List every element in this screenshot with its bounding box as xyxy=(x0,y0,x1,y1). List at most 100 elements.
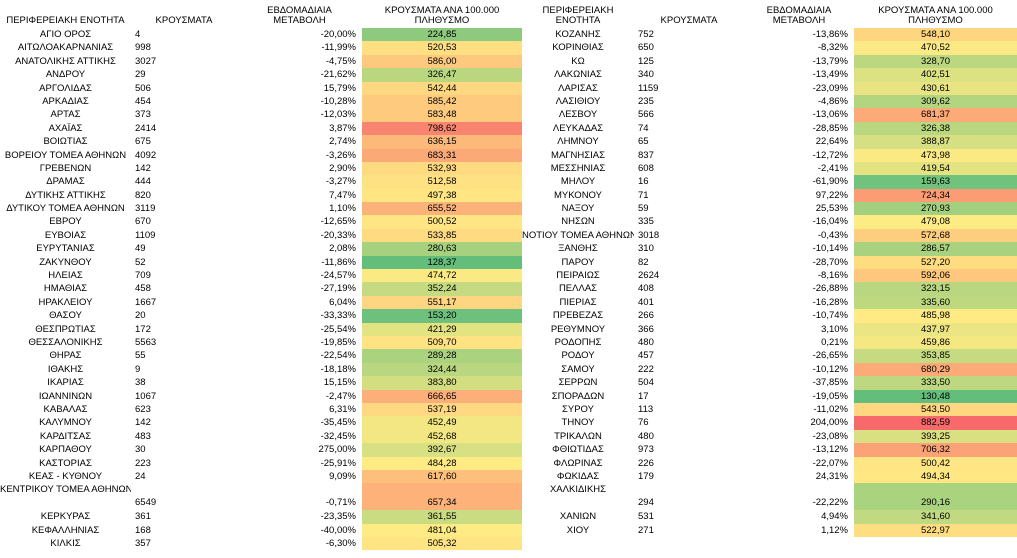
region-cell: ΡΕΘΥΜΝΟΥ xyxy=(550,323,606,335)
region-cell: ΣΠΟΡΑΔΩΝ xyxy=(551,390,605,402)
left-table: ΠΕΡΙΦΕΡΕΙΑΚΗ ΕΝΟΤΗΤΑ ΚΡΟΥΣΜΑΤΑ ΕΒΔΟΜΑΔΙΑ… xyxy=(0,0,522,551)
weekly-change-cell: 1,10% xyxy=(329,203,356,215)
rate-cell: 681,37 xyxy=(854,108,1017,122)
region-cell: ΧΙΟΥ xyxy=(566,524,590,536)
rate-cell: 497,38 xyxy=(362,188,522,203)
rate-cell: 706,32 xyxy=(854,443,1017,457)
rate-cell: 361,55 xyxy=(362,510,522,524)
region-cell: ΙΚΑΡΙΑΣ xyxy=(47,377,84,389)
weekly-change-cell: -20,33% xyxy=(320,229,356,241)
table-row: ΠΡΕΒΕΖΑΣ 266 -10,74% 485,98 xyxy=(522,309,1017,323)
table-row: ΚΕΝΤΡΙΚΟΥ ΤΟΜΕΑ ΑΘΗΝΩΝ 6549 -0,71% 657,34 xyxy=(0,483,522,511)
weekly-change-cell: -19,85% xyxy=(320,336,356,348)
table-row: ΓΡΕΒΕΝΩΝ 142 2,90% 532,93 xyxy=(0,161,522,176)
rate-cell: 666,65 xyxy=(362,389,522,403)
rate-cell: 224,85 xyxy=(362,28,522,42)
weekly-change-cell: -12,72% xyxy=(812,149,848,161)
cases-cell: 9 xyxy=(135,363,141,375)
region-cell: ΒΟΡΕΙΟΥ ΤΟΜΕΑ ΑΘΗΝΩΝ xyxy=(4,149,127,161)
header-weekly-change: ΕΒΔΟΜΑΔΙΑΙΑ ΜΕΤΑΒΟΛΗ xyxy=(237,6,362,28)
weekly-change-cell: 1,12% xyxy=(821,524,848,536)
right-table: ΠΕΡΙΦΕΡΕΙΑΚΗ ΕΝΟΤΗΤΑ ΚΡΟΥΣΜΑΤΑ ΕΒΔΟΜΑΔΙΑ… xyxy=(522,0,1017,538)
weekly-change-cell: 15,79% xyxy=(323,82,356,94)
table-row: ΜΑΓΝΗΣΙΑΣ 837 -12,72% 473,98 xyxy=(522,148,1017,162)
cases-cell: 408 xyxy=(638,283,654,295)
cases-cell: 1067 xyxy=(135,390,157,402)
table-row: ΚΟΖΑΝΗΣ 752 -13,86% 548,10 xyxy=(522,28,1017,42)
cases-cell: 59 xyxy=(638,203,649,215)
rate-cell: 437,97 xyxy=(854,322,1017,336)
region-cell: ΚΟΖΑΝΗΣ xyxy=(555,29,601,40)
cases-cell: 506 xyxy=(135,82,151,94)
weekly-change-cell: 3,87% xyxy=(329,122,356,134)
table-row: ΔΥΤΙΚΟΥ ΤΟΜΕΑ ΑΘΗΝΩΝ 3119 1,10% 655,52 xyxy=(0,202,522,216)
rate-cell: 592,06 xyxy=(854,269,1017,283)
cases-cell: 709 xyxy=(135,270,151,282)
table-row: ΠΕΙΡΑΙΩΣ 2624 -8,16% 592,06 xyxy=(522,269,1017,283)
cases-cell: 82 xyxy=(638,256,649,268)
header-row: ΠΕΡΙΦΕΡΕΙΑΚΗ ΕΝΟΤΗΤΑ ΚΡΟΥΣΜΑΤΑ ΕΒΔΟΜΑΔΙΑ… xyxy=(0,0,522,28)
region-cell: ΠΙΕΡΙΑΣ xyxy=(559,296,597,308)
table-row: ΑΧΑΪΑΣ 2414 3,87% 798,62 xyxy=(0,121,522,136)
weekly-change-cell: -0,71% xyxy=(325,497,356,509)
weekly-change-cell: -12,65% xyxy=(320,216,356,228)
region-cell: ΠΑΡΟΥ xyxy=(561,256,595,268)
table-row: ΚΑΛΥΜΝΟΥ 142 -35,45% 452,49 xyxy=(0,416,522,430)
cases-cell: 20 xyxy=(135,310,146,322)
weekly-change-cell: -28,70% xyxy=(812,256,848,268)
weekly-change-cell: -13,79% xyxy=(812,55,848,67)
rate-cell: 459,86 xyxy=(854,335,1017,350)
header-weekly-change-line2: ΜΕΤΑΒΟΛΗ xyxy=(273,15,326,26)
rate-cell: 326,38 xyxy=(854,121,1017,136)
region-cell: ΘΑΣΟΥ xyxy=(49,310,82,322)
rate-cell: 335,60 xyxy=(854,295,1017,310)
table-row: ΞΑΝΘΗΣ 310 -10,14% 286,57 xyxy=(522,242,1017,256)
rate-cell: 572,68 xyxy=(854,228,1017,243)
rate-cell: 520,53 xyxy=(362,41,522,55)
rate-cell: 286,57 xyxy=(854,242,1017,256)
rate-cell: 309,62 xyxy=(854,94,1017,109)
weekly-change-cell: -16,28% xyxy=(812,296,848,308)
weekly-change-cell: 4,94% xyxy=(821,511,848,523)
rate-cell: 130,48 xyxy=(854,389,1017,403)
cases-cell: 675 xyxy=(135,136,151,148)
weekly-change-cell: -10,28% xyxy=(320,95,356,107)
region-cell: ΑΝΔΡΟΥ xyxy=(45,69,86,81)
rate-cell: 388,87 xyxy=(854,135,1017,149)
region-cell: ΦΘΙΩΤΙΔΑΣ xyxy=(552,444,604,456)
rate-cell: 512,58 xyxy=(362,175,522,189)
region-cell: ΑΡΚΑΔΙΑΣ xyxy=(42,95,89,107)
table-row: ΚΑΡΔΙΤΣΑΣ 483 -32,45% 452,68 xyxy=(0,429,522,444)
rate-cell: 798,62 xyxy=(362,121,522,136)
weekly-change-cell: -10,12% xyxy=(812,363,848,375)
weekly-change-cell: 275,00% xyxy=(318,444,356,456)
table-row: ΠΙΕΡΙΑΣ 401 -16,28% 335,60 xyxy=(522,295,1017,310)
table-row: ΕΒΡΟΥ 670 -12,65% 500,52 xyxy=(0,215,522,229)
rate-cell: 383,80 xyxy=(362,376,522,390)
table-row: ΦΘΙΩΤΙΔΑΣ 973 -13,12% 706,32 xyxy=(522,443,1017,457)
cases-cell: 310 xyxy=(638,243,654,255)
cases-cell: 373 xyxy=(135,109,151,121)
cases-cell: 458 xyxy=(135,283,151,295)
region-cell: ΚΙΛΚΙΣ xyxy=(50,538,81,550)
table-row: ΙΘΑΚΗΣ 9 -18,18% 324,44 xyxy=(0,362,522,377)
cases-cell: 480 xyxy=(638,336,654,348)
rate-cell: 153,20 xyxy=(362,309,522,323)
region-cell: ΗΡΑΚΛΕΙΟΥ xyxy=(38,296,93,308)
weekly-change-cell: 7,47% xyxy=(329,189,356,201)
region-cell: ΚΑΒΑΛΑΣ xyxy=(43,403,88,415)
table-row: ΦΩΚΙΔΑΣ 179 24,31% 494,34 xyxy=(522,469,1017,484)
cases-cell: 457 xyxy=(638,350,654,362)
region-cell: ΑΓΙΟ ΟΡΟΣ xyxy=(39,29,92,40)
weekly-change-cell: -6,30% xyxy=(325,538,356,550)
cases-cell: 223 xyxy=(135,457,151,469)
region-cell: ΞΑΝΘΗΣ xyxy=(558,243,598,255)
region-cell: ΙΩΑΝΝΙΝΩΝ xyxy=(38,390,93,402)
weekly-change-cell: -21,62% xyxy=(320,69,356,81)
table-row: ΝΑΞΟΥ 59 25,53% 270,93 xyxy=(522,202,1017,216)
rate-cell: 680,29 xyxy=(854,362,1017,377)
table-row: ΡΟΔΟΠΗΣ 480 0,21% 459,86 xyxy=(522,335,1017,350)
cases-cell: 4092 xyxy=(135,149,157,161)
table-row: ΚΙΛΚΙΣ 357 -6,30% 505,32 xyxy=(0,537,522,551)
